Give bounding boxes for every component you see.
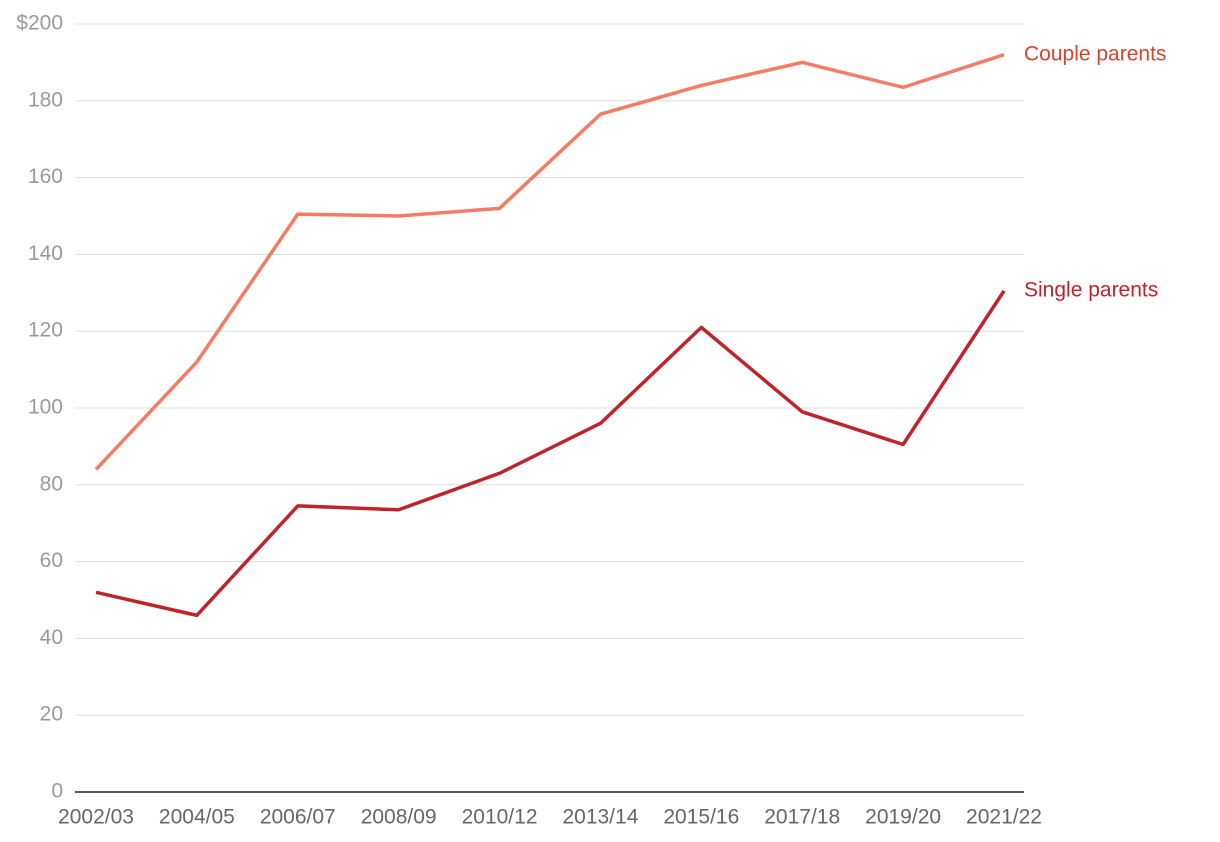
y-tick-label: 120 [28,319,63,342]
y-tick-label: 0 [51,780,63,803]
x-tick-label: 2004/05 [159,806,235,829]
y-tick-label: $200 [16,12,63,35]
y-tick-label: 20 [40,703,63,726]
y-tick-label: 140 [28,242,63,265]
x-tick-label: 2015/16 [663,806,739,829]
x-tick-label: 2021/22 [966,806,1042,829]
y-tick-label: 180 [28,88,63,111]
y-tick-label: 60 [40,549,63,572]
x-tick-label: 2017/18 [764,806,840,829]
series-line [95,289,1006,618]
y-tick-label: 100 [28,396,63,419]
x-tick-label: 2002/03 [58,806,134,829]
x-tick-label: 2010/12 [462,806,538,829]
x-tick-label: 2013/14 [562,806,638,829]
y-tick-label: 80 [40,472,63,495]
x-tick-label: 2008/09 [361,806,437,829]
y-tick-label: 160 [28,165,63,188]
series-line [94,53,1005,471]
x-tick-label: 2019/20 [865,806,941,829]
y-tick-label: 40 [40,626,63,649]
series-label: Single parents [1024,278,1158,301]
x-tick-label: 2006/07 [260,806,336,829]
series-label: Couple parents [1024,42,1166,65]
